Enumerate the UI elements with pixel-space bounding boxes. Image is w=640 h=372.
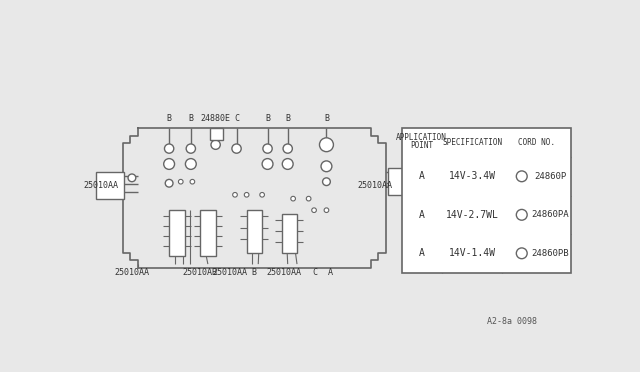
- Circle shape: [260, 192, 264, 197]
- Circle shape: [321, 161, 332, 172]
- Circle shape: [233, 192, 237, 197]
- Text: C: C: [234, 114, 239, 123]
- Text: B: B: [265, 114, 270, 123]
- Text: A: A: [419, 171, 425, 181]
- Text: 25010AA: 25010AA: [115, 268, 149, 277]
- Circle shape: [516, 209, 527, 220]
- Circle shape: [186, 144, 195, 153]
- Circle shape: [165, 179, 173, 187]
- Circle shape: [211, 140, 220, 150]
- Circle shape: [128, 174, 136, 182]
- Circle shape: [262, 158, 273, 169]
- Text: A2-8a 0098: A2-8a 0098: [487, 317, 537, 326]
- Bar: [246, 210, 262, 253]
- Text: POINT: POINT: [410, 141, 433, 150]
- Text: 25010AB: 25010AB: [182, 268, 218, 277]
- Text: A: A: [328, 268, 333, 277]
- Circle shape: [244, 192, 249, 197]
- Text: SPECIFICATION: SPECIFICATION: [442, 138, 502, 147]
- Bar: [388, 168, 415, 195]
- Circle shape: [319, 138, 333, 152]
- Circle shape: [322, 140, 331, 150]
- Text: CORD NO.: CORD NO.: [518, 138, 555, 147]
- Text: B: B: [285, 114, 290, 123]
- Text: B: B: [324, 114, 329, 123]
- Circle shape: [282, 158, 293, 169]
- Text: 24880E: 24880E: [200, 114, 230, 123]
- Bar: [402, 128, 571, 273]
- Text: 25010AA: 25010AA: [84, 181, 119, 190]
- Circle shape: [516, 248, 527, 259]
- Circle shape: [232, 144, 241, 153]
- Text: 14V-1.4W: 14V-1.4W: [449, 248, 495, 258]
- Text: 14V-2.7WL: 14V-2.7WL: [445, 210, 499, 220]
- Text: 24860P: 24860P: [534, 172, 566, 181]
- Circle shape: [263, 144, 272, 153]
- Bar: [282, 214, 297, 253]
- Text: C: C: [312, 268, 317, 277]
- Bar: [169, 210, 184, 256]
- Circle shape: [283, 144, 292, 153]
- Text: APPLICATION: APPLICATION: [396, 132, 447, 141]
- Text: 24860PA: 24860PA: [532, 210, 569, 219]
- Text: B: B: [188, 114, 193, 123]
- Circle shape: [291, 196, 296, 201]
- Circle shape: [179, 179, 183, 184]
- Circle shape: [404, 171, 410, 177]
- Circle shape: [312, 208, 316, 212]
- Text: 25010AA: 25010AA: [266, 268, 301, 277]
- Text: 25010AA: 25010AA: [358, 181, 392, 190]
- Bar: [95, 172, 124, 199]
- Circle shape: [516, 171, 527, 182]
- Circle shape: [307, 196, 311, 201]
- Circle shape: [323, 178, 330, 186]
- Text: 14V-3.4W: 14V-3.4W: [449, 171, 495, 181]
- Text: 25010AA: 25010AA: [212, 268, 247, 277]
- Text: B: B: [251, 268, 256, 277]
- Text: 24860PB: 24860PB: [532, 249, 569, 258]
- Text: A: A: [419, 210, 425, 220]
- Bar: [200, 210, 216, 256]
- Bar: [210, 128, 223, 140]
- Text: B: B: [166, 114, 172, 123]
- Circle shape: [190, 179, 195, 184]
- Circle shape: [164, 144, 174, 153]
- Circle shape: [164, 158, 175, 169]
- Circle shape: [186, 158, 196, 169]
- Text: A: A: [419, 248, 425, 258]
- Circle shape: [324, 208, 329, 212]
